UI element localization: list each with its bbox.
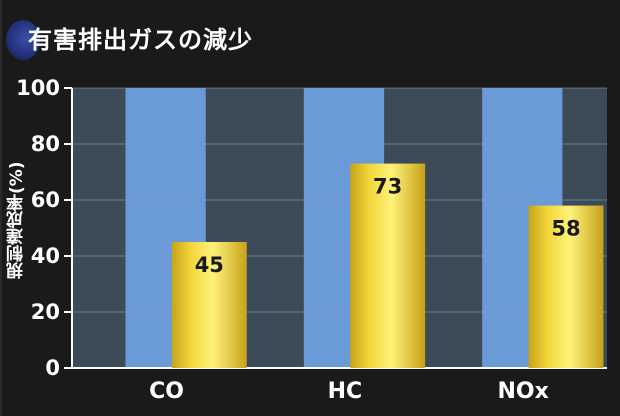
data-label-co: 45 — [195, 253, 224, 277]
y-tick-label-0: 0 — [45, 356, 60, 380]
x-tick-label-co: CO — [149, 379, 184, 404]
data-label-nox: 58 — [551, 217, 580, 241]
title-bullet-icon — [6, 20, 40, 60]
data-label-hc: 73 — [373, 175, 402, 199]
y-tick-label-60: 60 — [31, 188, 60, 212]
bar-co — [171, 242, 247, 368]
y-tick-label-80: 80 — [31, 132, 60, 156]
y-tick-label-20: 20 — [31, 300, 60, 324]
x-tick-label-hc: HC — [328, 379, 363, 404]
x-tick-label-nox: NOx — [498, 379, 549, 404]
chart-title-bar: 有害排出ガスの減少 — [2, 8, 620, 64]
bar-hc — [350, 163, 426, 368]
y-tick-label-100: 100 — [16, 76, 60, 100]
y-tick-label-40: 40 — [31, 244, 60, 268]
bar-nox — [528, 205, 604, 368]
chart-title: 有害排出ガスの減少 — [28, 26, 253, 54]
